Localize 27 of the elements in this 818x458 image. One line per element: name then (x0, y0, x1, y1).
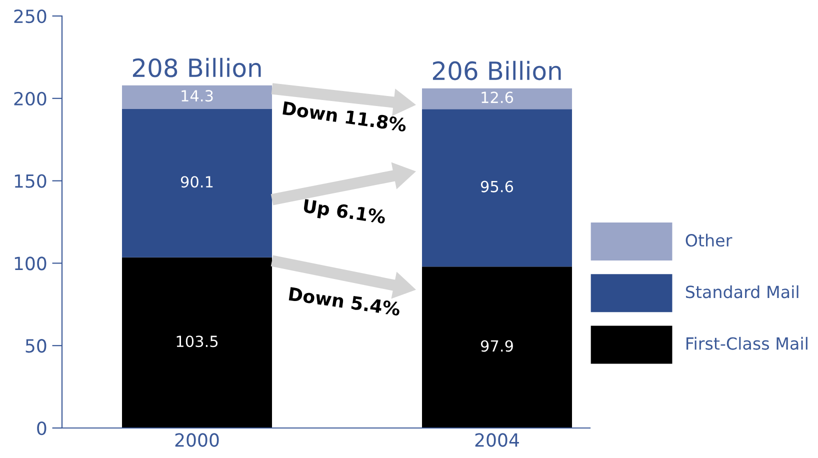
annotation: Up 6.1% (302, 198, 386, 228)
x-tick-label: 2000 (175, 433, 219, 447)
annotation: Down 5.4% (288, 286, 401, 316)
annotation: Down 11.8% (282, 101, 407, 132)
data-label: 97.9 (480, 340, 513, 352)
y-tick-label: 0 (37, 421, 46, 436)
data-label: 95.6 (480, 180, 514, 192)
legend-label: First-Class Mail (686, 336, 808, 350)
bar (422, 266, 572, 428)
y-tick-label: 250 (14, 9, 46, 24)
x-tick-label: 2004 (475, 433, 519, 447)
legend-label: Other (686, 234, 732, 247)
bar (422, 109, 572, 267)
total-label: 208 Billion (132, 58, 261, 78)
y-tick-label: 150 (14, 174, 46, 188)
data-label: 90.1 (180, 176, 213, 188)
bar (122, 108, 272, 258)
y-tick-label: 50 (26, 339, 46, 353)
bar (422, 88, 572, 110)
data-label: 12.6 (482, 92, 514, 104)
legend-label: Standard Mail (686, 285, 798, 298)
y-tick-label: 100 (14, 256, 46, 270)
y-tick-label: 200 (14, 92, 46, 106)
bar (122, 257, 272, 428)
data-label: 103.5 (176, 336, 218, 348)
data-label: 14.3 (182, 90, 213, 102)
total-label: 206 Billion (432, 60, 561, 80)
